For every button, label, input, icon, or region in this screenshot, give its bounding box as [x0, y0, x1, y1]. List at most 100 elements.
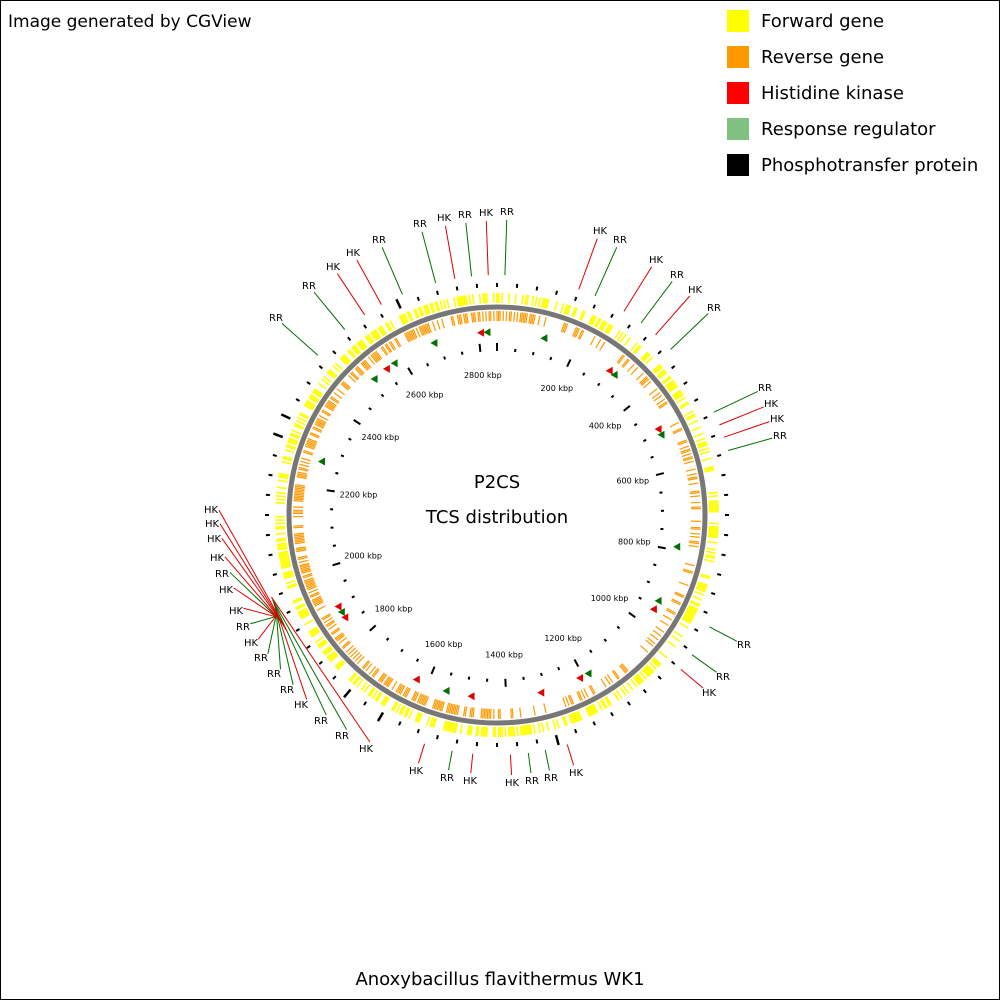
forward-gene: [529, 724, 533, 735]
forward-gene: [527, 724, 531, 735]
reverse-gene: [418, 326, 424, 336]
forward-gene: [658, 650, 668, 659]
forward-gene: [284, 574, 295, 580]
forward-gene: [667, 382, 677, 390]
tcs-marker: [540, 334, 548, 343]
reverse-gene: [297, 471, 308, 475]
forward-gene: [334, 362, 344, 371]
reverse-gene: [409, 330, 415, 340]
reverse-gene: [648, 388, 658, 396]
forward-gene: [444, 720, 449, 732]
forward-gene: [284, 448, 295, 454]
forward-gene: [704, 558, 715, 563]
reverse-gene: [347, 647, 356, 656]
ruler-tick: [589, 649, 593, 654]
forward-gene: [368, 687, 376, 698]
reverse-gene: [317, 417, 327, 424]
forward-gene: [670, 634, 681, 642]
feature-label: RR: [267, 669, 281, 680]
reverse-gene: [295, 546, 306, 550]
reverse-gene: [689, 540, 700, 543]
forward-gene: [687, 606, 698, 612]
forward-gene: [371, 330, 379, 341]
forward-gene: [694, 590, 705, 596]
reverse-gene: [307, 585, 317, 591]
reverse-gene: [671, 598, 682, 604]
forward-gene: [594, 317, 601, 328]
reverse-gene: [481, 311, 484, 322]
feature-label: RR: [314, 716, 328, 727]
forward-gene: [400, 314, 406, 325]
forward-gene: [340, 356, 349, 365]
forward-gene: [363, 684, 371, 694]
forward-gene: [679, 622, 689, 629]
forward-gene: [374, 329, 382, 339]
feature-label: HK: [229, 606, 244, 617]
feature-leader: [274, 606, 294, 685]
feature-leader: [719, 406, 764, 426]
forward-gene: [329, 654, 339, 663]
reverse-gene: [635, 372, 644, 381]
forward-gene: [446, 298, 450, 309]
reverse-gene: [300, 460, 311, 465]
outer-tick: [693, 628, 699, 632]
reverse-gene: [331, 628, 341, 636]
reverse-gene: [519, 312, 522, 323]
reverse-gene: [658, 402, 668, 409]
reverse-gene: [315, 420, 326, 427]
ruler-tick: [646, 580, 651, 584]
outer-tick: [721, 473, 726, 477]
reverse-gene: [630, 366, 639, 376]
reverse-gene: [645, 639, 654, 647]
reverse-gene: [371, 667, 379, 677]
forward-gene: [604, 697, 611, 707]
forward-gene: [317, 640, 327, 648]
forward-gene: [619, 687, 627, 697]
forward-gene: [286, 443, 297, 449]
reverse-gene: [298, 468, 309, 472]
outer-tick: [693, 398, 699, 402]
forward-gene: [289, 434, 300, 440]
reverse-gene: [525, 313, 528, 324]
forward-gene: [371, 689, 379, 700]
feature-leader: [680, 668, 704, 689]
reverse-gene: [403, 332, 410, 343]
reverse-gene: [302, 574, 313, 579]
reverse-gene: [579, 330, 585, 340]
legend-swatch: [727, 46, 749, 68]
feature-label: HK: [437, 213, 452, 224]
forward-gene: [303, 619, 314, 626]
reverse-gene: [295, 484, 306, 487]
forward-gene: [306, 399, 316, 407]
forward-gene: [704, 467, 715, 472]
forward-gene: [652, 658, 661, 667]
forward-gene: [451, 722, 455, 733]
feature-label: RR: [758, 383, 772, 394]
ruler-tick: [394, 381, 399, 386]
forward-gene: [295, 603, 305, 609]
reverse-gene: [321, 613, 331, 620]
feature-leader: [470, 753, 474, 774]
reverse-gene: [510, 311, 513, 322]
feature-leader: [356, 259, 382, 305]
tcs-marker: [370, 375, 378, 384]
feature-label: RR: [737, 640, 751, 651]
feature-leader: [271, 599, 348, 730]
forward-gene: [572, 712, 578, 723]
reverse-gene: [508, 311, 511, 322]
feature-leader: [233, 587, 282, 621]
feature-label: HK: [294, 700, 309, 711]
forward-gene: [683, 613, 694, 620]
reverse-gene: [576, 691, 582, 702]
feature-label: RR: [613, 235, 627, 246]
forward-gene: [705, 553, 716, 558]
ruler-tick: [380, 393, 385, 398]
forward-gene: [666, 381, 676, 389]
reverse-gene: [324, 405, 334, 412]
forward-gene: [679, 401, 689, 408]
ruler-tick: [332, 562, 341, 567]
ruler-tick: [623, 405, 631, 412]
feature-label: RR: [500, 207, 514, 218]
reverse-gene: [325, 619, 335, 627]
forward-gene: [688, 419, 699, 426]
